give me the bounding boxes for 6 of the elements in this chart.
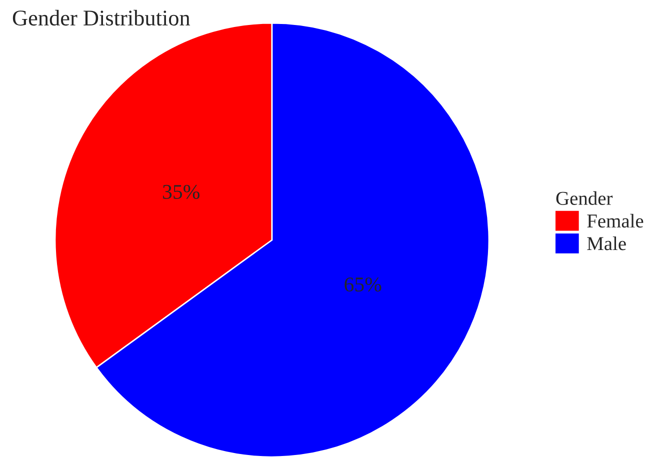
legend-title: Gender	[556, 191, 613, 205]
legend-label: Female	[587, 214, 644, 228]
data-label: 35%	[163, 184, 200, 199]
chart-title: Gender Distribution	[12, 10, 190, 26]
data-label: 65%	[344, 277, 382, 292]
legend-label: Male	[587, 236, 626, 250]
